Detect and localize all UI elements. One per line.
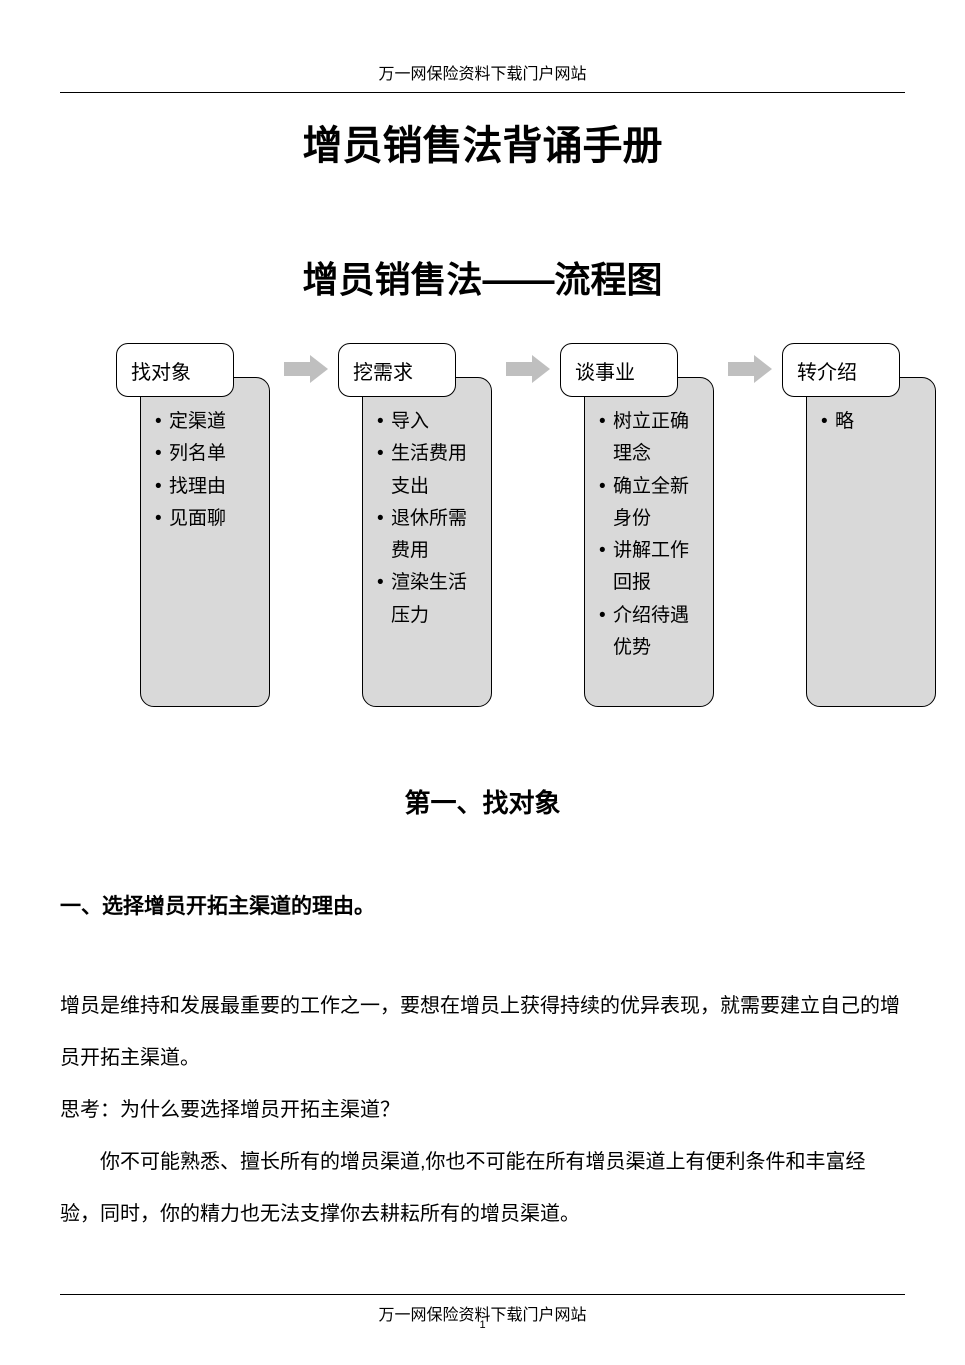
paragraph: 思考：为什么要选择增员开拓主渠道？ (60, 1084, 905, 1136)
node-item: 导入 (375, 406, 479, 438)
node-item: 介绍待遇优势 (597, 600, 701, 665)
node-item: 定渠道 (153, 406, 257, 438)
page-number: 1 (479, 1319, 485, 1331)
node-item: 讲解工作回报 (597, 535, 701, 600)
flowchart: 找对象 定渠道 列名单 找理由 见面聊 挖需求 (60, 343, 905, 713)
node-header: 谈事业 (560, 343, 678, 397)
page-footer: 万一网保险资料下载门户网站 1 (60, 1294, 905, 1325)
arrow-icon (506, 355, 550, 383)
node-body: 导入 生活费用支出 退休所需费用 渲染生活压力 (362, 377, 492, 707)
arrow-icon (284, 355, 328, 383)
flow-node-4: 转介绍 略 (782, 343, 922, 713)
arrow-icon (728, 355, 772, 383)
flow-node-3: 谈事业 树立正确理念 确立全新身份 讲解工作回报 介绍待遇优势 (560, 343, 700, 713)
node-body: 定渠道 列名单 找理由 见面聊 (140, 377, 270, 707)
flow-node-1: 找对象 定渠道 列名单 找理由 见面聊 (116, 343, 256, 713)
body-text: 增员是维持和发展最重要的工作之一，要想在增员上获得持续的优异表现，就需要建立自己… (60, 980, 905, 1240)
node-header: 找对象 (116, 343, 234, 397)
paragraph: 增员是维持和发展最重要的工作之一，要想在增员上获得持续的优异表现，就需要建立自己… (60, 980, 905, 1084)
node-item: 确立全新身份 (597, 471, 701, 536)
node-item: 树立正确理念 (597, 406, 701, 471)
node-item: 渲染生活压力 (375, 567, 479, 632)
node-item: 见面聊 (153, 503, 257, 535)
main-title: 增员销售法背诵手册 (60, 113, 905, 171)
paragraph: 你不可能熟悉、擅长所有的增员渠道,你也不可能在所有增员渠道上有便利条件和丰富经验… (60, 1136, 905, 1240)
node-item: 列名单 (153, 438, 257, 470)
flow-node-2: 挖需求 导入 生活费用支出 退休所需费用 渲染生活压力 (338, 343, 478, 713)
node-body: 略 (806, 377, 936, 707)
node-item: 生活费用支出 (375, 438, 479, 503)
node-item: 略 (819, 406, 923, 438)
page-header: 万一网保险资料下载门户网站 (60, 60, 905, 93)
node-item: 找理由 (153, 471, 257, 503)
node-item: 退休所需费用 (375, 503, 479, 568)
node-header: 挖需求 (338, 343, 456, 397)
node-body: 树立正确理念 确立全新身份 讲解工作回报 介绍待遇优势 (584, 377, 714, 707)
node-header: 转介绍 (782, 343, 900, 397)
heading-1: 一、选择增员开拓主渠道的理由。 (60, 890, 905, 920)
section-title: 第一、找对象 (60, 783, 905, 820)
sub-title: 增员销售法——流程图 (60, 251, 905, 303)
